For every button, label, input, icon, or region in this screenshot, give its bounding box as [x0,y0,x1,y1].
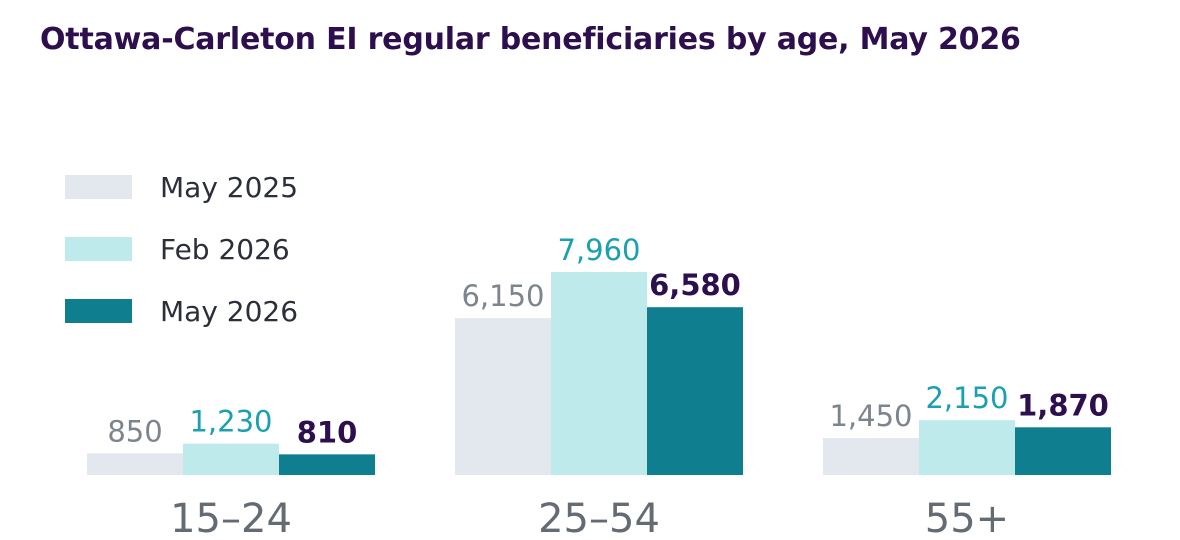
bar-may-2026-55 [1015,427,1111,475]
legend-label-may-2026: May 2026 [160,295,298,328]
bar-may-2025-25-54 [455,318,551,475]
legend-swatch-may-2025 [65,175,132,199]
bar-feb-2026-25-54 [551,272,647,475]
chart-title: Ottawa-Carleton EI regular beneficiaries… [40,22,1021,57]
value-label-may-2025-25-54: 6,150 [461,279,544,313]
value-label-may-2025-15-24: 850 [107,414,162,448]
category-label-25-54: 25–54 [538,496,660,540]
bar-may-2025-15-24 [87,453,183,475]
bar-may-2026-25-54 [647,307,743,475]
legend-label-feb-2026: Feb 2026 [160,233,290,266]
legend-swatch-may-2026 [65,299,132,323]
value-label-may-2025-55: 1,450 [829,399,912,433]
legend-swatch-feb-2026 [65,237,132,261]
bar-feb-2026-55 [919,420,1015,475]
bar-feb-2026-15-24 [183,443,279,475]
value-label-feb-2026-15-24: 1,230 [189,405,272,439]
value-label-may-2026-15-24: 810 [297,415,358,449]
category-label-55: 55+ [925,496,1009,540]
bar-may-2025-55 [823,438,919,475]
bar-may-2026-15-24 [279,454,375,475]
category-label-15-24: 15–24 [170,496,292,540]
value-label-feb-2026-55: 2,150 [925,381,1008,415]
value-label-may-2026-55: 1,870 [1017,388,1109,422]
legend-label-may-2025: May 2025 [160,171,298,204]
value-label-may-2026-25-54: 6,580 [649,268,741,302]
value-label-feb-2026-25-54: 7,960 [557,233,640,267]
